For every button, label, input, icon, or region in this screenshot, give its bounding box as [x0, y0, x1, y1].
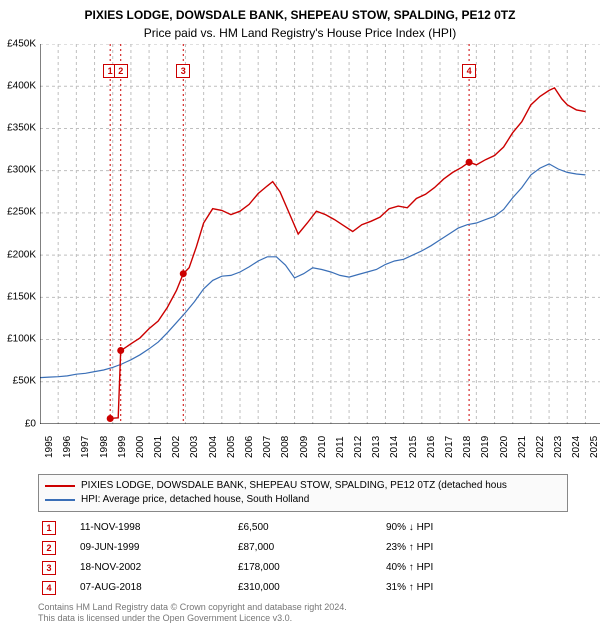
x-tick-label: 2013 — [371, 436, 382, 458]
y-tick-label: £300K — [7, 165, 36, 176]
table-row: 1 11-NOV-1998£6,50090% ↓ HPI — [38, 518, 566, 538]
x-tick-label: 2010 — [317, 436, 328, 458]
y-tick-label: £200K — [7, 249, 36, 260]
x-tick-label: 2006 — [244, 436, 255, 458]
event-date: 07-AUG-2018 — [76, 578, 234, 598]
event-price: £178,000 — [234, 558, 382, 578]
event-marker-label: 4 — [462, 64, 476, 78]
y-tick-label: £0 — [25, 418, 36, 429]
event-price: £310,000 — [234, 578, 382, 598]
footer-line-2: This data is licensed under the Open Gov… — [38, 613, 566, 625]
y-tick-label: £150K — [7, 291, 36, 302]
event-price: £87,000 — [234, 538, 382, 558]
chart-subtitle: Price paid vs. HM Land Registry's House … — [0, 24, 600, 44]
table-row: 3 18-NOV-2002£178,00040% ↑ HPI — [38, 558, 566, 578]
x-tick-label: 2004 — [208, 436, 219, 458]
event-delta: 23% ↑ HPI — [382, 538, 566, 558]
y-tick-label: £350K — [7, 123, 36, 134]
table-row: 4 07-AUG-2018£310,00031% ↑ HPI — [38, 578, 566, 598]
x-tick-label: 2014 — [389, 436, 400, 458]
x-tick-label: 2005 — [226, 436, 237, 458]
x-tick-label: 1997 — [80, 436, 91, 458]
legend-swatch — [45, 499, 75, 501]
event-date: 18-NOV-2002 — [76, 558, 234, 578]
x-tick-label: 2001 — [153, 436, 164, 458]
x-tick-label: 2009 — [299, 436, 310, 458]
x-tick-label: 2020 — [499, 436, 510, 458]
event-date: 09-JUN-1999 — [76, 538, 234, 558]
x-tick-label: 2021 — [517, 436, 528, 458]
x-tick-label: 1995 — [44, 436, 55, 458]
x-tick-label: 2007 — [262, 436, 273, 458]
event-marker-label: 3 — [176, 64, 190, 78]
x-tick-label: 2018 — [462, 436, 473, 458]
events-table: 1 11-NOV-1998£6,50090% ↓ HPI 2 09-JUN-1999£… — [38, 518, 566, 598]
chart-svg — [40, 44, 600, 424]
x-tick-label: 2015 — [408, 436, 419, 458]
y-tick-label: £100K — [7, 334, 36, 345]
y-tick-label: £450K — [7, 38, 36, 49]
y-axis-labels: £0£50K£100K£150K£200K£250K£300K£350K£400… — [0, 44, 40, 424]
y-tick-label: £400K — [7, 80, 36, 91]
event-marker-label: 2 — [114, 64, 128, 78]
x-tick-label: 2003 — [189, 436, 200, 458]
x-tick-label: 2023 — [553, 436, 564, 458]
chart-area: £0£50K£100K£150K£200K£250K£300K£350K£400… — [40, 44, 600, 424]
event-number-badge: 1 — [42, 521, 56, 535]
x-tick-label: 2022 — [535, 436, 546, 458]
x-tick-label: 1996 — [62, 436, 73, 458]
page-root: PIXIES LODGE, DOWSDALE BANK, SHEPEAU STO… — [0, 0, 600, 620]
chart-title: PIXIES LODGE, DOWSDALE BANK, SHEPEAU STO… — [0, 0, 600, 24]
x-tick-label: 2012 — [353, 436, 364, 458]
x-axis-labels: 1995 1996 1997 1998 1999 2000 2001 2002 2003 2004… — [40, 428, 600, 488]
event-delta: 40% ↑ HPI — [382, 558, 566, 578]
x-tick-label: 2017 — [444, 436, 455, 458]
x-tick-label: 2002 — [171, 436, 182, 458]
event-delta: 90% ↓ HPI — [382, 518, 566, 538]
x-tick-label: 2011 — [335, 436, 346, 458]
event-price: £6,500 — [234, 518, 382, 538]
y-tick-label: £50K — [13, 376, 36, 387]
footer-line-1: Contains HM Land Registry data © Crown c… — [38, 602, 566, 614]
x-tick-label: 2019 — [480, 436, 491, 458]
legend-label: HPI: Average price, detached house, Sout… — [81, 494, 309, 505]
x-tick-label: 2008 — [280, 436, 291, 458]
event-number-badge: 4 — [42, 581, 56, 595]
table-row: 2 09-JUN-1999£87,00023% ↑ HPI — [38, 538, 566, 558]
event-date: 11-NOV-1998 — [76, 518, 234, 538]
y-tick-label: £250K — [7, 207, 36, 218]
event-number-badge: 2 — [42, 541, 56, 555]
footer-attribution: Contains HM Land Registry data © Crown c… — [38, 602, 566, 625]
legend-item: HPI: Average price, detached house, Sout… — [45, 493, 561, 507]
x-tick-label: 2016 — [426, 436, 437, 458]
x-tick-label: 2025 — [589, 436, 600, 458]
x-tick-label: 2024 — [571, 436, 582, 458]
x-tick-label: 1998 — [99, 436, 110, 458]
event-delta: 31% ↑ HPI — [382, 578, 566, 598]
x-tick-label: 1999 — [117, 436, 128, 458]
x-tick-label: 2000 — [135, 436, 146, 458]
event-number-badge: 3 — [42, 561, 56, 575]
